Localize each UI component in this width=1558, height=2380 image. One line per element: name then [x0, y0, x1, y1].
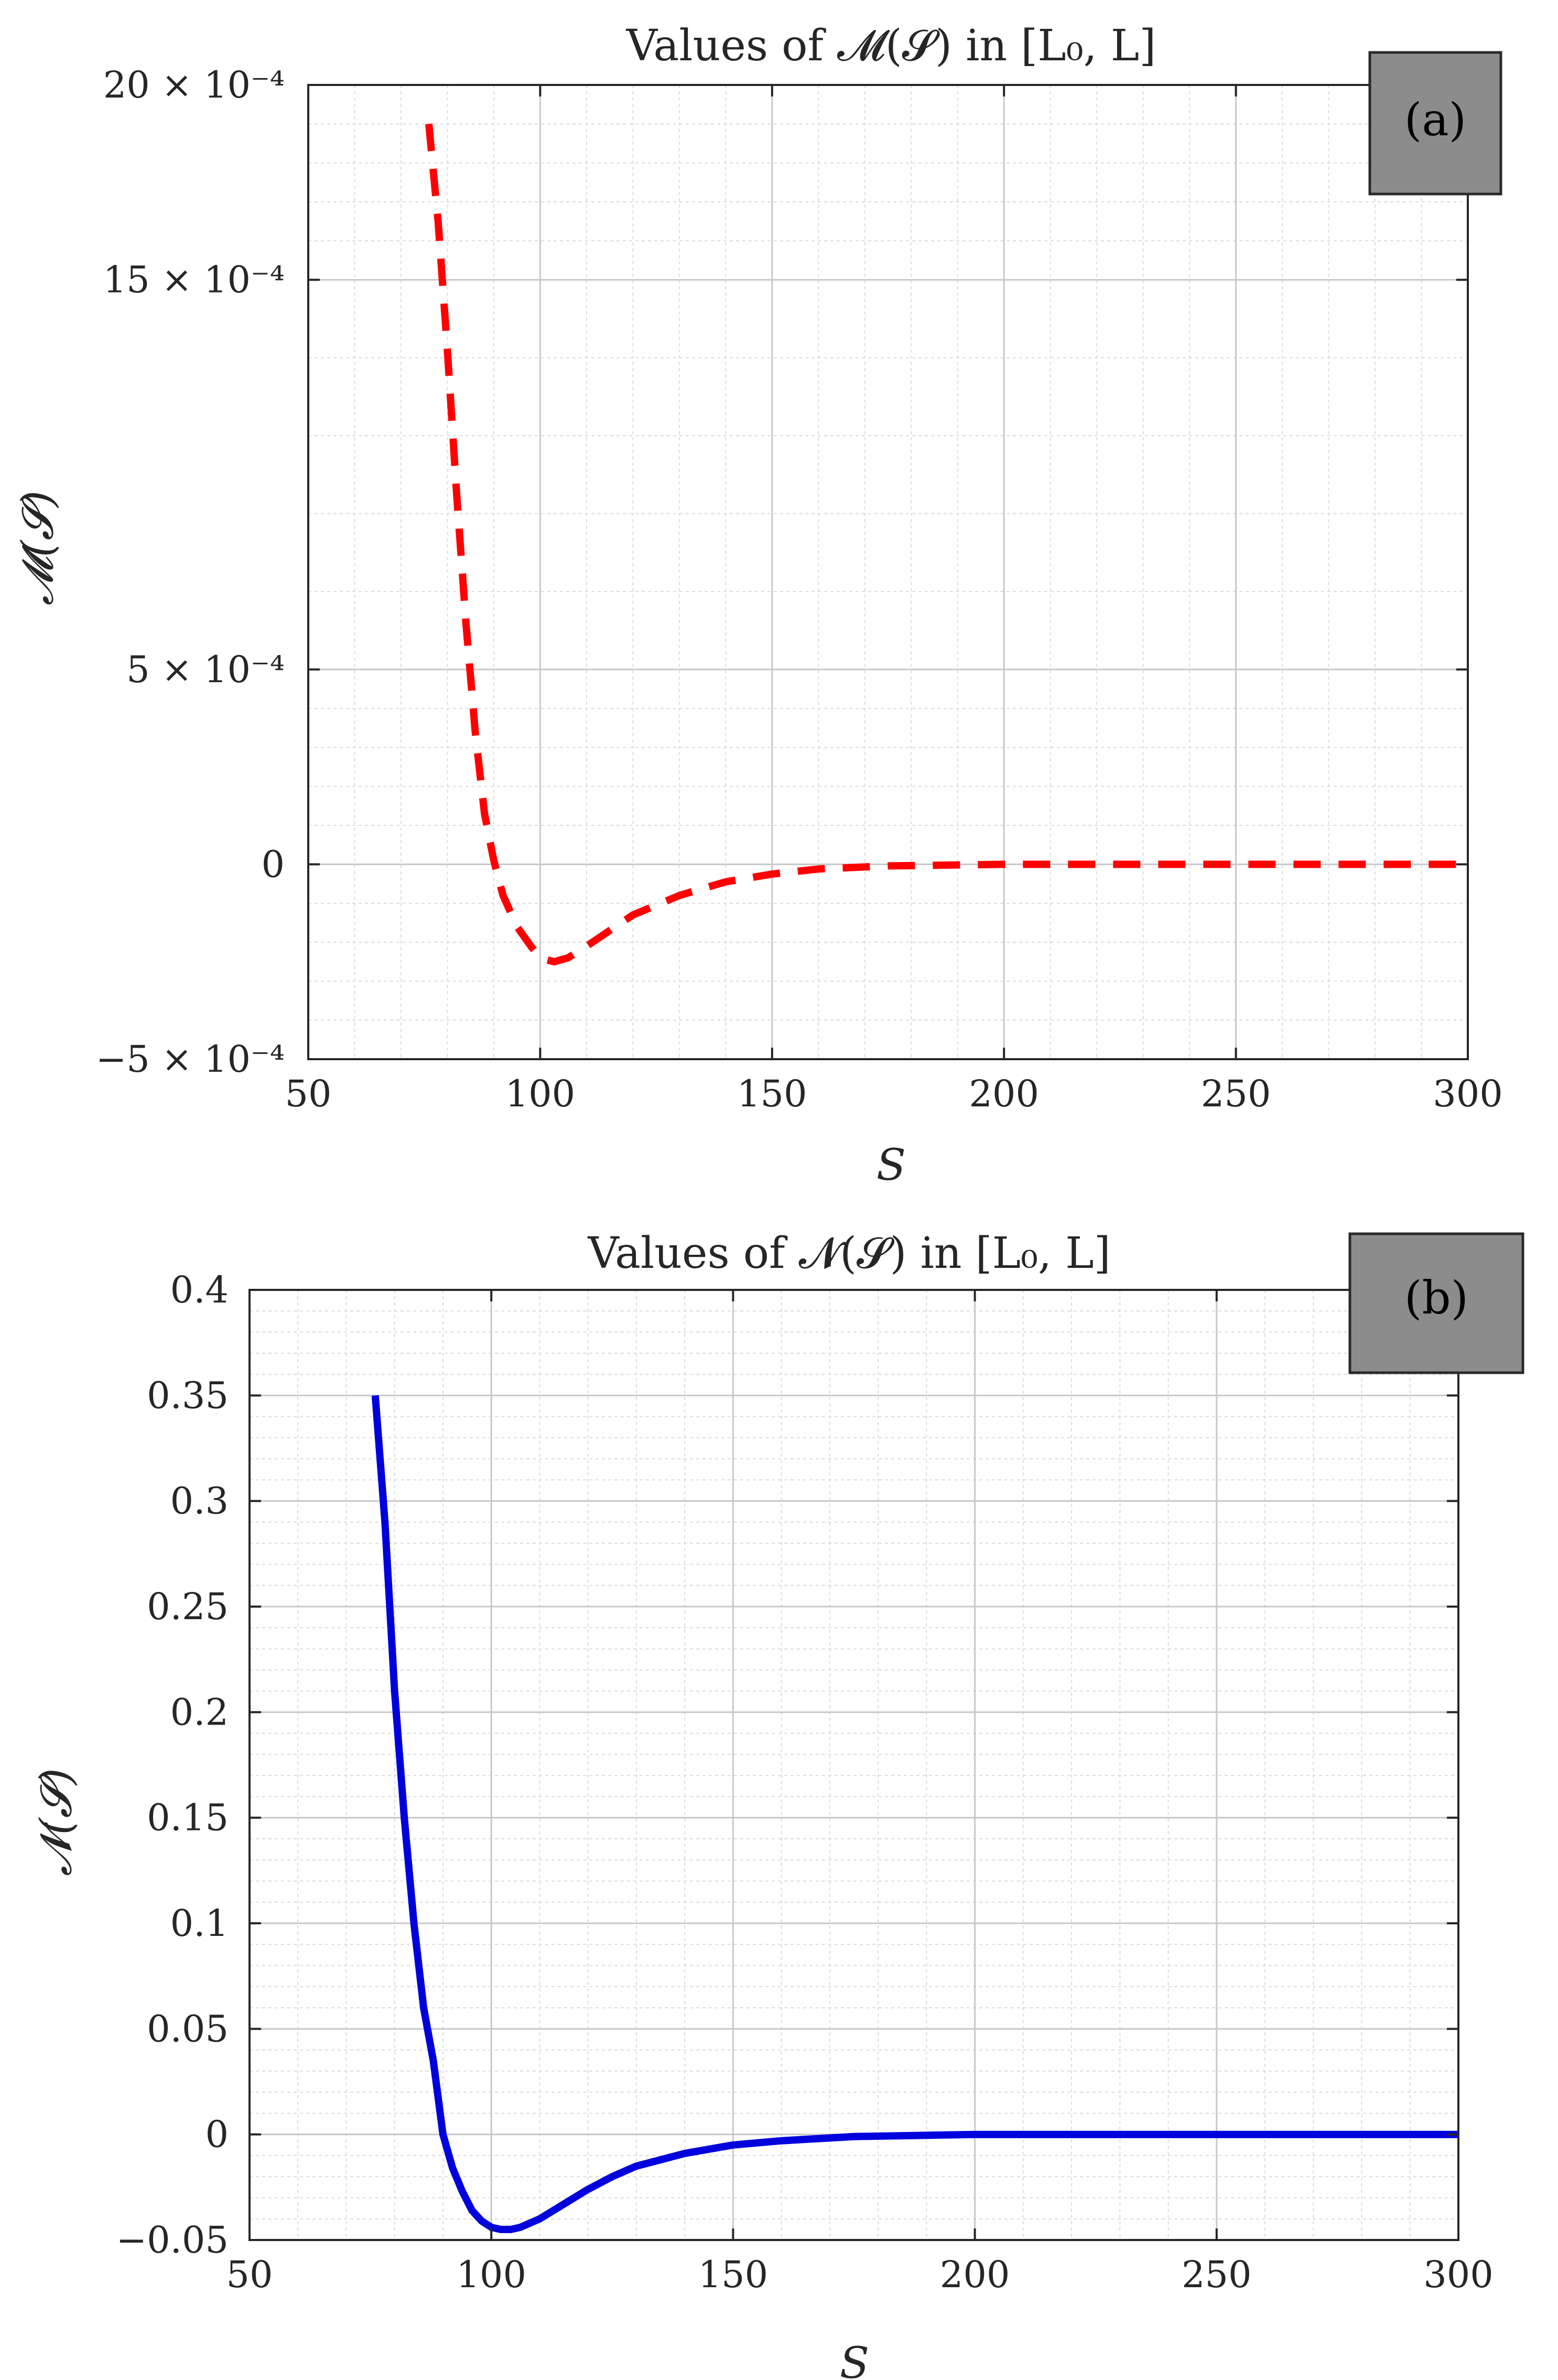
plot-area-b [371, 1395, 1458, 2233]
series-line-b [371, 1395, 1458, 2233]
y-tick-label: 0 [205, 2113, 229, 2156]
panel-label-box-a: (a) [1368, 51, 1502, 196]
panel-label-background-a [1368, 51, 1502, 196]
y-tick-label: 0.4 [170, 1268, 229, 1311]
y-axis-label-a: 𝓜(𝓢) [13, 490, 63, 605]
y-tick-label: −0.05 [116, 2219, 229, 2261]
x-axis-label-b: S [840, 2339, 869, 2380]
x-tick-label: 100 [505, 1072, 576, 1115]
y-tick-label: 0.3 [170, 1480, 229, 1523]
y-tick-label: 15 × 10⁻⁴ [103, 259, 285, 301]
x-tick-label: 150 [698, 2253, 769, 2296]
x-tick-label: 300 [1423, 2253, 1494, 2296]
plot-area-a [425, 123, 1468, 966]
x-tick-label: 200 [940, 2253, 1010, 2296]
x-tick-label: 250 [1201, 1072, 1271, 1115]
x-tick-label: 50 [226, 2253, 273, 2296]
axes-box-b [248, 1289, 1459, 2241]
y-tick-label: 20 × 10⁻⁴ [103, 63, 285, 106]
y-tick-label: 0.2 [170, 1690, 229, 1733]
y-axis-label-b: 𝓝(𝓢) [31, 1768, 81, 1876]
panel-label-background-b [1348, 1232, 1524, 1374]
x-tick-label: 50 [285, 1072, 331, 1115]
x-tick-label: 150 [737, 1072, 807, 1115]
y-tick-label: 0.15 [147, 1796, 229, 1839]
chart-panel-b: 50 100 150 200 250 300 −0.05 0 0.05 0.1 0.15 0.2 0.2… [31, 1229, 1524, 2380]
x-tick-label: 200 [969, 1072, 1039, 1115]
y-tick-label: 5 × 10⁻⁴ [126, 648, 285, 691]
axes-box-a [307, 84, 1469, 1060]
axes-b: 50 100 150 200 250 300 −0.05 0 0.05 0.1 0.15 0.2 0.2… [116, 1268, 1493, 2296]
y-tick-label: 0.05 [147, 2007, 229, 2050]
series-line-a [425, 123, 1468, 966]
axes-a: 50 100 150 200 250 300 −5 × 10⁻⁴ 0 5 × 10⁻⁴ 15 × … [96, 63, 1503, 1115]
y-tick-label: 0 [261, 843, 285, 886]
y-tick-label: −5 × 10⁻⁴ [96, 1038, 285, 1081]
panel-label-a: (a) [1404, 94, 1466, 146]
x-tick-label: 250 [1182, 2253, 1252, 2296]
x-tick-label: 100 [456, 2253, 526, 2296]
chart-panel-a: 50 100 150 200 250 300 −5 × 10⁻⁴ 0 5 × 10⁻⁴ 15 × … [13, 21, 1503, 1190]
panel-label-box-b: (b) [1348, 1232, 1524, 1374]
x-axis-label-a: S [877, 1140, 906, 1190]
x-tick-label: 300 [1433, 1072, 1503, 1115]
chart-title-a: Values of 𝓜(𝓢) in [L₀, L] [626, 21, 1156, 71]
chart-title-b: Values of 𝓝(𝓢) in [L₀, L] [587, 1229, 1110, 1278]
panel-label-b: (b) [1404, 1272, 1468, 1324]
grid-b [248, 1289, 1459, 2241]
y-tick-label: 0.25 [147, 1585, 229, 1628]
y-tick-label: 0.35 [147, 1374, 229, 1417]
y-tick-label: 0.1 [170, 1902, 229, 1945]
